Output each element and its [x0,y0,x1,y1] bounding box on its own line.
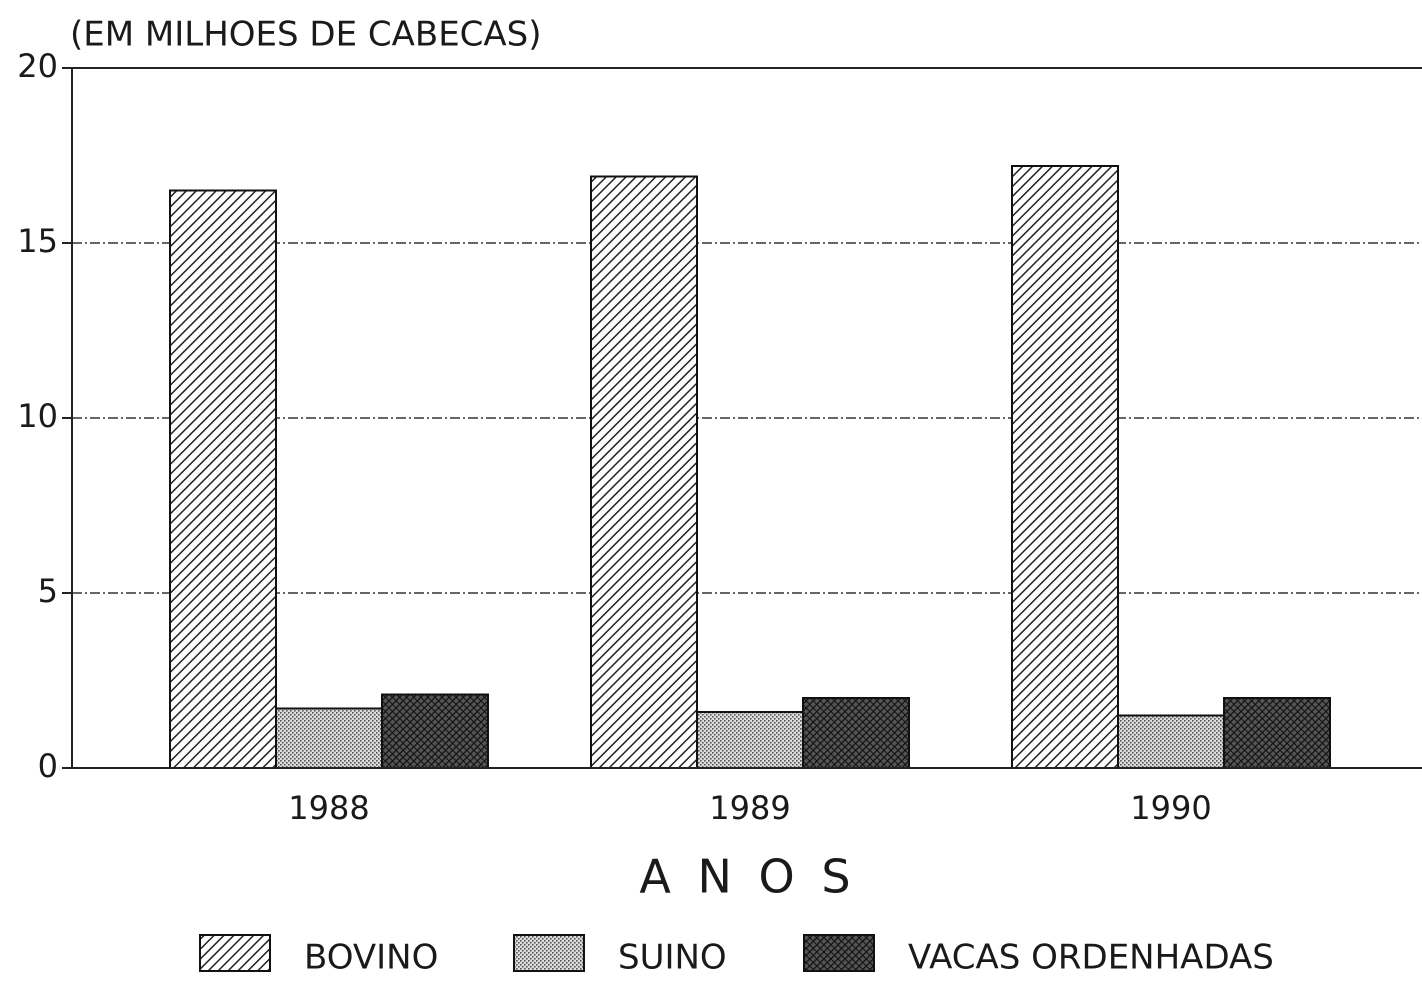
legend-swatch [803,934,875,972]
y-tick-label: 10 [17,397,58,435]
bar [1223,697,1331,769]
y-tick-label: 0 [38,747,58,785]
legend-label: SUINO [618,938,727,978]
legend-swatch [513,934,585,972]
bar [169,189,277,769]
x-tick-label: 1990 [1130,789,1211,827]
legend-label: VACAS ORDENHADAS [908,938,1274,978]
legend-swatch [199,934,271,972]
y-tick-label: 15 [17,222,58,260]
bar [1117,714,1225,769]
x-tick-label: 1989 [709,789,790,827]
bar [696,711,804,769]
y-tick-label: 5 [38,572,58,610]
bar [381,693,489,769]
bar [275,707,383,769]
legend-label: BOVINO [304,938,438,978]
bar [802,697,910,769]
bar [1011,165,1119,769]
x-axis-label: A N O S [639,850,856,904]
y-tick-label: 20 [17,47,58,85]
x-tick-label: 1988 [288,789,369,827]
y-axis-label: (EM MILHOES DE CABECAS) [70,15,542,55]
bar [590,175,698,769]
